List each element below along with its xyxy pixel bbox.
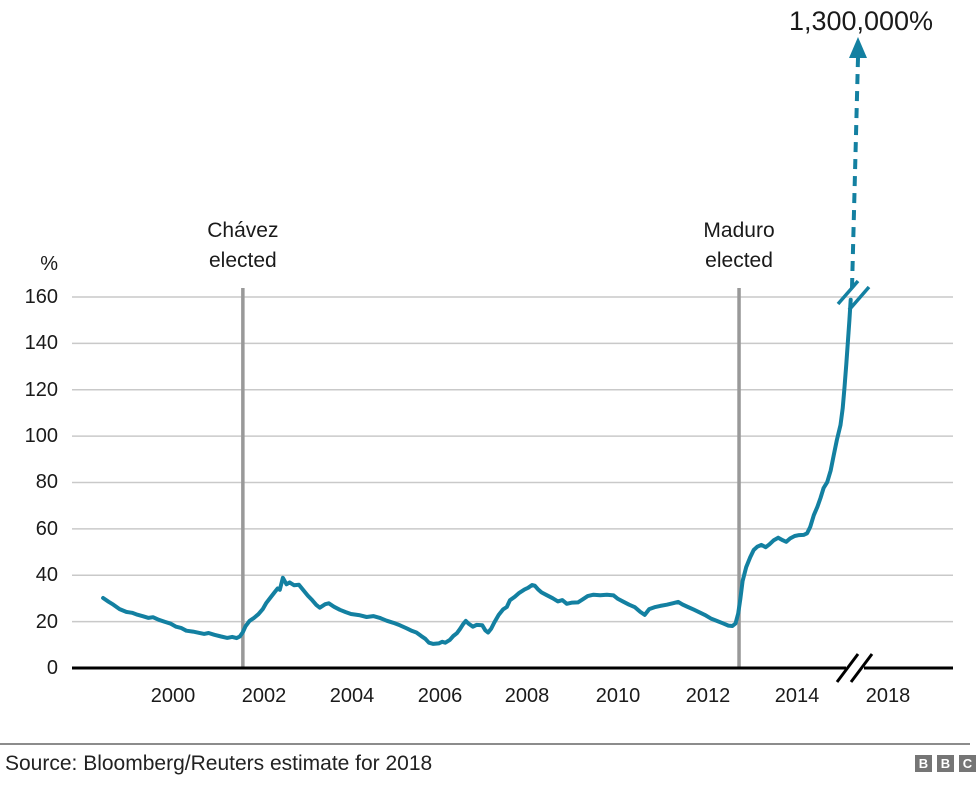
estimate-arrow-head: [849, 37, 867, 58]
x-tick-label: 2008: [504, 685, 550, 707]
annotation-text-line: elected: [209, 249, 277, 272]
y-tick-label: 40: [35, 564, 58, 587]
x-tick-label: 2018: [865, 685, 911, 707]
annotation-text-line: Chávez: [207, 219, 279, 242]
bbc-logo-letter: B: [937, 755, 954, 772]
x-tick-label: 2014: [774, 685, 820, 707]
axis-break-mark: [849, 653, 874, 683]
annotation-text-line: elected: [705, 249, 773, 272]
axis-break-mark: [835, 653, 860, 683]
x-tick-label: 2010: [595, 685, 641, 707]
line-break-mark: [847, 285, 871, 312]
bbc-logo-letter: B: [915, 755, 932, 772]
line-break-mark: [836, 279, 860, 306]
annotation-text-line: Maduro: [703, 219, 775, 242]
footer-divider: [0, 743, 970, 745]
estimate-arrow-line: [850, 57, 860, 289]
x-tick-label: 2006: [417, 685, 463, 707]
y-tick-label: 80: [35, 471, 58, 494]
y-tick-label: 60: [35, 517, 58, 540]
inflation-line: [101, 297, 853, 646]
bbc-logo: B B C: [915, 755, 976, 772]
y-tick-label: 20: [35, 610, 58, 633]
y-tick-label: 120: [24, 378, 58, 401]
peak-value-label: 1,300,000%: [788, 6, 934, 36]
x-tick-label: 2000: [150, 685, 196, 707]
bbc-logo-letter: C: [959, 755, 976, 772]
x-tick-label: 2012: [685, 685, 731, 707]
x-tick-label: 2004: [329, 685, 375, 707]
y-tick-label: 100: [24, 425, 58, 448]
y-tick-label: 140: [24, 332, 58, 355]
y-tick-label: 0: [46, 657, 58, 679]
annotation-chavez-elected: Chávez elected: [153, 216, 333, 276]
y-tick-label: 160: [24, 285, 58, 308]
y-axis-unit-label: %: [40, 253, 58, 275]
x-tick-label: 2002: [241, 685, 287, 707]
source-caption: Source: Bloomberg/Reuters estimate for 2…: [5, 752, 433, 775]
annotation-maduro-elected: Maduro elected: [649, 216, 829, 276]
